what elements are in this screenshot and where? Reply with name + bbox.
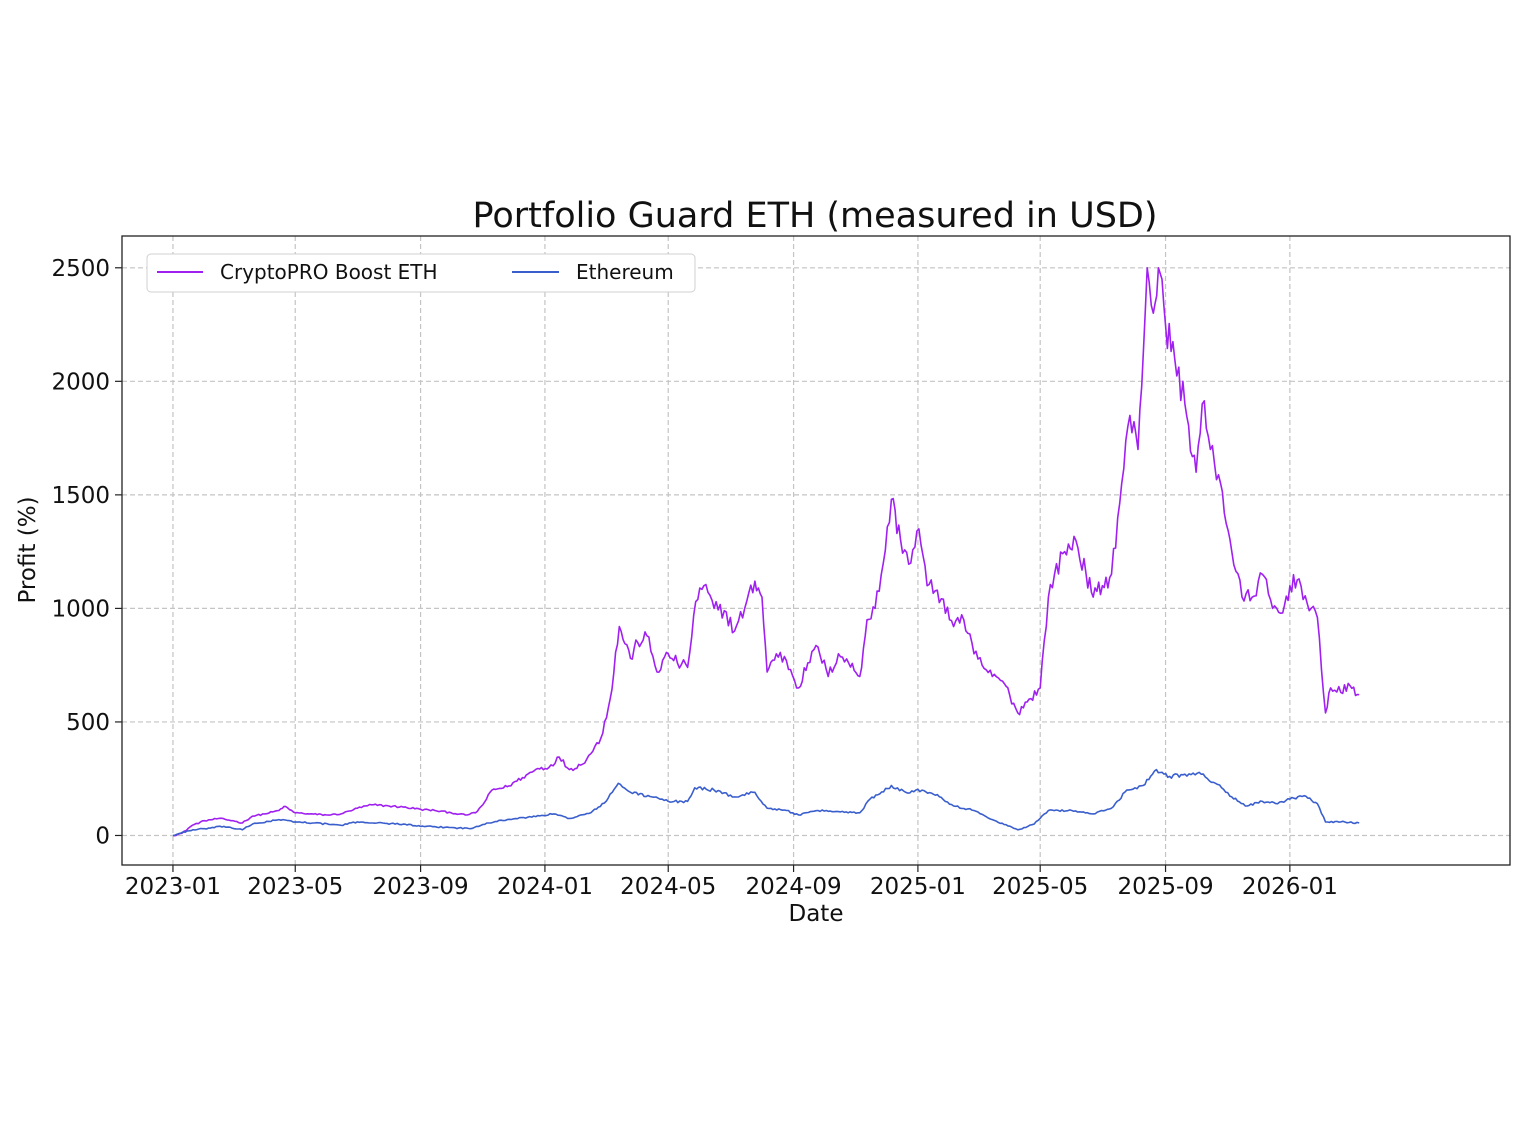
x-gridlines bbox=[172, 236, 1291, 865]
x-tick-label: 2024-01 bbox=[497, 874, 593, 900]
x-tick-label: 2025-01 bbox=[870, 874, 966, 900]
x-tick-label: 2023-09 bbox=[373, 874, 469, 900]
series-line-ethereum bbox=[172, 768, 1360, 837]
x-axis-label: Date bbox=[789, 901, 844, 927]
y-tick-label: 1500 bbox=[51, 483, 110, 509]
y-tick-label: 500 bbox=[66, 710, 110, 736]
x-tick-label: 2025-05 bbox=[992, 874, 1088, 900]
x-tick-label: 2024-05 bbox=[620, 874, 716, 900]
plot-area-border bbox=[121, 235, 1511, 866]
y-tick-label: 1000 bbox=[51, 596, 110, 622]
y-gridlines bbox=[122, 267, 1510, 837]
y-tick-label: 0 bbox=[95, 823, 110, 849]
y-tick-label: 2000 bbox=[51, 369, 110, 395]
x-tick-label: 2023-05 bbox=[247, 874, 343, 900]
x-tick-label: 2023-01 bbox=[125, 874, 221, 900]
legend-box bbox=[146, 253, 696, 293]
y-axis-ticks: 0 500 1000 1500 2000 2500 bbox=[51, 256, 122, 849]
legend: CryptoPRO Boost ETH Ethereum bbox=[146, 253, 696, 293]
y-axis-label: Profit (%) bbox=[15, 496, 41, 603]
chart-title: Portfolio Guard ETH (measured in USD) bbox=[472, 196, 1157, 236]
legend-label-ethereum: Ethereum bbox=[576, 260, 674, 284]
series-line-cryptopro-boost-eth bbox=[172, 267, 1360, 837]
y-tick-label: 2500 bbox=[51, 256, 110, 282]
x-axis-ticks: 2023-01 2023-05 2023-09 2024-01 2024-05 2024-… bbox=[125, 865, 1338, 900]
x-tick-label: 2024-09 bbox=[746, 874, 842, 900]
x-tick-label: 2026-01 bbox=[1242, 874, 1338, 900]
x-tick-label: 2025-09 bbox=[1117, 874, 1213, 900]
legend-label-cryptopro-boost-eth: CryptoPRO Boost ETH bbox=[220, 260, 438, 284]
series-layer bbox=[172, 267, 1360, 837]
